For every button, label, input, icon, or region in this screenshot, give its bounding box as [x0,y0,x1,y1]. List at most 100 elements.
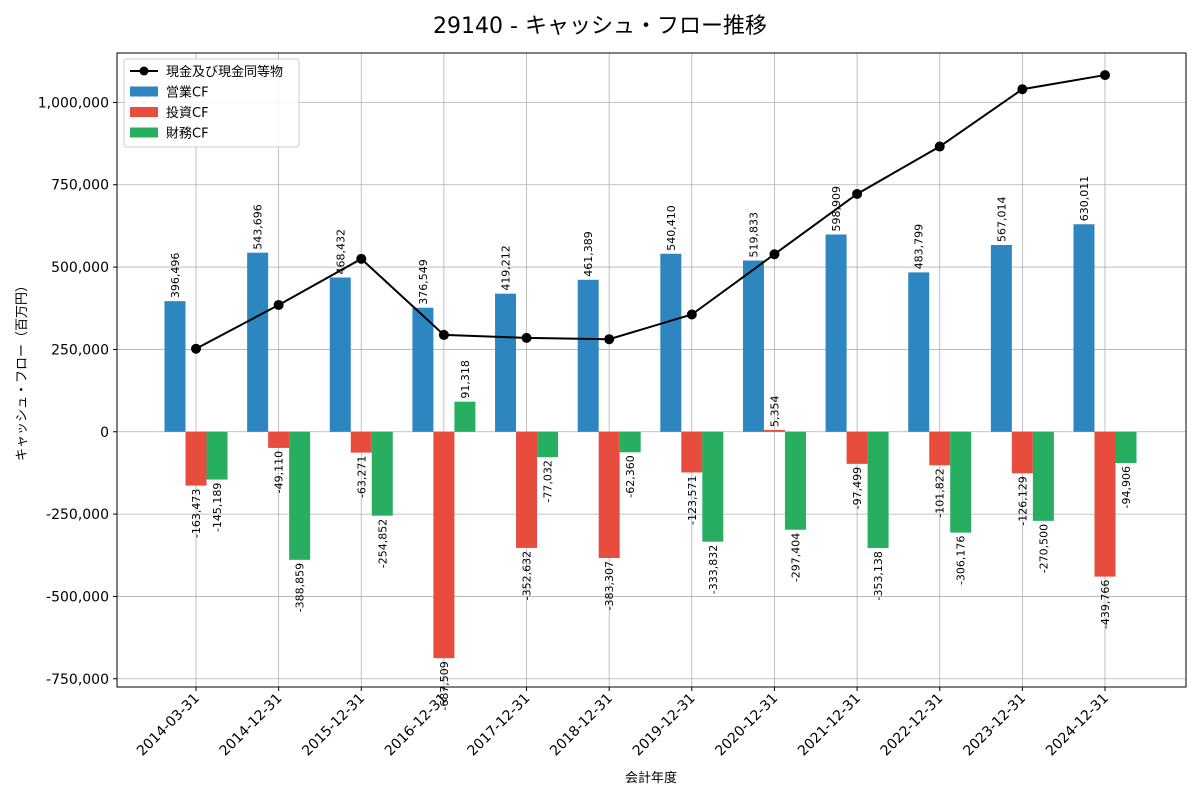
data-label: 419,212 [500,245,513,291]
y-axis-label: キャッシュ・フロー（百万円） [15,279,30,461]
data-label: -352,632 [521,551,534,600]
x-tick-label: 2024-12-31 [1043,691,1112,760]
bar [908,272,930,432]
data-label: -297,404 [789,533,802,582]
data-label: -101,822 [934,468,947,517]
cash-line [195,74,1106,350]
cash-point [273,299,284,310]
bar [433,431,455,659]
data-label: -687,509 [438,661,451,710]
bar [702,431,724,542]
data-label: 598,909 [830,186,843,232]
bar [350,431,372,453]
bar [598,431,620,558]
legend-swatch [130,86,158,97]
x-tick-label: 2023-12-31 [960,691,1029,760]
data-label: 483,799 [913,224,926,270]
data-label: -270,500 [1037,524,1050,573]
y-tick-label: 0 [100,425,109,441]
bar [681,431,703,473]
bar [1011,431,1033,474]
data-label: -388,859 [294,563,307,612]
cash-point [934,141,945,152]
x-tick-label: 2015-12-31 [299,691,368,760]
bar [867,431,889,549]
x-tick-label: 2014-03-31 [134,691,203,760]
data-label: -49,110 [273,451,286,493]
x-tick-label: 2017-12-31 [465,691,534,760]
bar [247,252,269,432]
cash-point [852,188,863,199]
bars-layer [164,224,1137,659]
legend-swatch [130,107,158,117]
legend-marker [139,66,149,76]
data-label: -145,189 [211,483,224,532]
data-label: -306,176 [955,536,968,585]
data-label: 91,318 [459,360,472,399]
cash-point [1100,70,1110,81]
cash-point [191,343,201,354]
bar [846,431,868,464]
cash-point [686,309,697,320]
bar [516,431,538,548]
x-tick-label: 2018-12-31 [547,691,616,760]
data-label: -62,360 [624,455,637,497]
x-axis-label: 会計年度 [625,770,677,786]
bar [164,301,186,432]
x-tick-label: 2019-12-31 [630,691,699,760]
legend-label: 財務CF [166,127,209,142]
data-label: 543,696 [252,204,265,250]
data-label: 519,833 [747,212,760,258]
data-label: -353,138 [872,551,885,600]
cash-point [438,329,449,340]
x-tick-label: 2020-12-31 [712,691,781,760]
bar [950,431,972,533]
legend-label: 営業CF [166,85,209,101]
data-label: 468,432 [334,229,347,275]
plot-frame [116,52,1187,688]
data-label: 567,014 [995,197,1008,243]
bar [577,279,599,432]
bar [990,245,1012,432]
bar [329,277,351,432]
grid-layer [117,53,1186,687]
data-label: -97,499 [851,467,864,509]
bar [289,431,311,560]
x-tick-label: 2014-12-31 [217,691,286,760]
bar [619,431,641,453]
y-tick-label: -500,000 [46,589,109,605]
bar [454,401,476,432]
chart-title: 29140 - キャッシュ・フロー推移 [433,14,767,39]
bar [929,431,951,466]
y-tick-label: 1,000,000 [38,95,109,111]
data-label: -254,852 [376,519,389,568]
bar [1094,431,1116,577]
data-label: 396,496 [169,253,182,299]
cash-point [604,334,615,345]
bar [1073,224,1095,432]
legend-label: 現金及び現金同等物 [166,64,283,80]
data-label: -163,473 [190,489,203,538]
legend-swatch [130,127,158,138]
x-tick-label: 2021-12-31 [795,691,864,760]
bar [784,431,806,530]
bar [206,431,228,480]
data-label: 540,410 [665,205,678,251]
axis-layer: -750,000 -500,000 -250,000 0 250,000 500,000 7… [38,95,1112,759]
cash-point [1017,84,1028,95]
bar [268,431,290,448]
data-label: 630,011 [1078,176,1091,222]
bar [1032,431,1054,521]
bar [742,260,764,432]
bar [371,431,393,516]
bar [537,431,559,458]
bar [825,234,847,432]
bar [763,429,785,432]
y-tick-label: -250,000 [46,507,109,523]
data-label: -126,129 [1016,476,1029,525]
cash-point [521,332,532,343]
data-label: -123,571 [686,475,699,524]
